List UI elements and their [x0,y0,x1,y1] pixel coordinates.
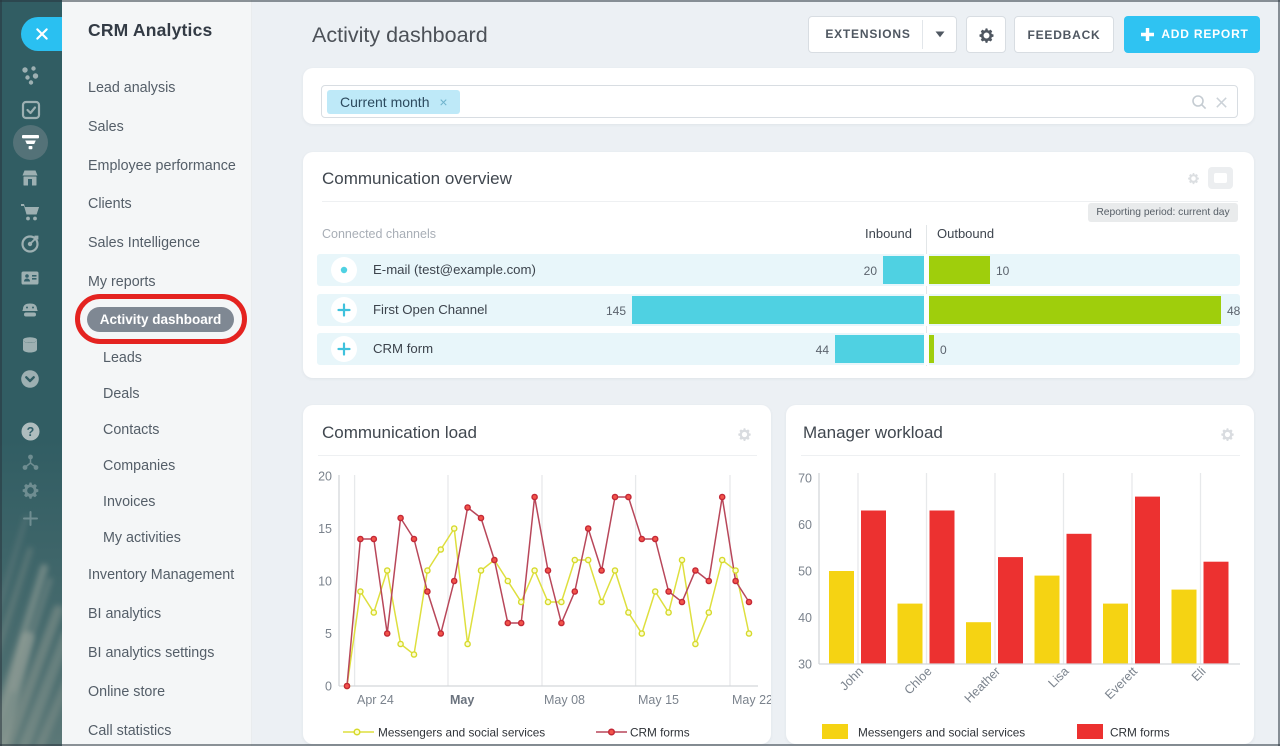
svg-text:May: May [450,693,474,707]
svg-text:May 15: May 15 [638,693,679,707]
svg-text:20: 20 [318,470,332,484]
svg-text:Eli: Eli [1189,664,1209,684]
svg-text:Everett: Everett [1102,664,1140,702]
svg-text:15: 15 [318,522,332,536]
svg-text:10: 10 [318,575,332,589]
svg-text:May 08: May 08 [544,693,585,707]
svg-text:40: 40 [798,611,812,625]
svg-text:John: John [837,664,866,693]
svg-text:30: 30 [798,658,812,672]
svg-text:Apr 24: Apr 24 [357,693,394,707]
svg-text:50: 50 [798,565,812,579]
svg-text:CRM forms: CRM forms [630,726,690,740]
svg-text:Chloe: Chloe [902,664,935,697]
svg-text:Lisa: Lisa [1046,664,1072,690]
svg-text:May 22: May 22 [732,693,771,707]
svg-text:Messengers and social services: Messengers and social services [378,726,545,740]
svg-text:CRM forms: CRM forms [1110,726,1170,740]
svg-text:0: 0 [325,680,332,694]
svg-text:70: 70 [798,472,812,486]
svg-text:Heather: Heather [962,664,1003,705]
svg-text:60: 60 [798,518,812,532]
svg-text:5: 5 [325,627,332,641]
svg-text:Messengers and social services: Messengers and social services [858,726,1025,740]
svg-text:?: ? [27,425,35,439]
